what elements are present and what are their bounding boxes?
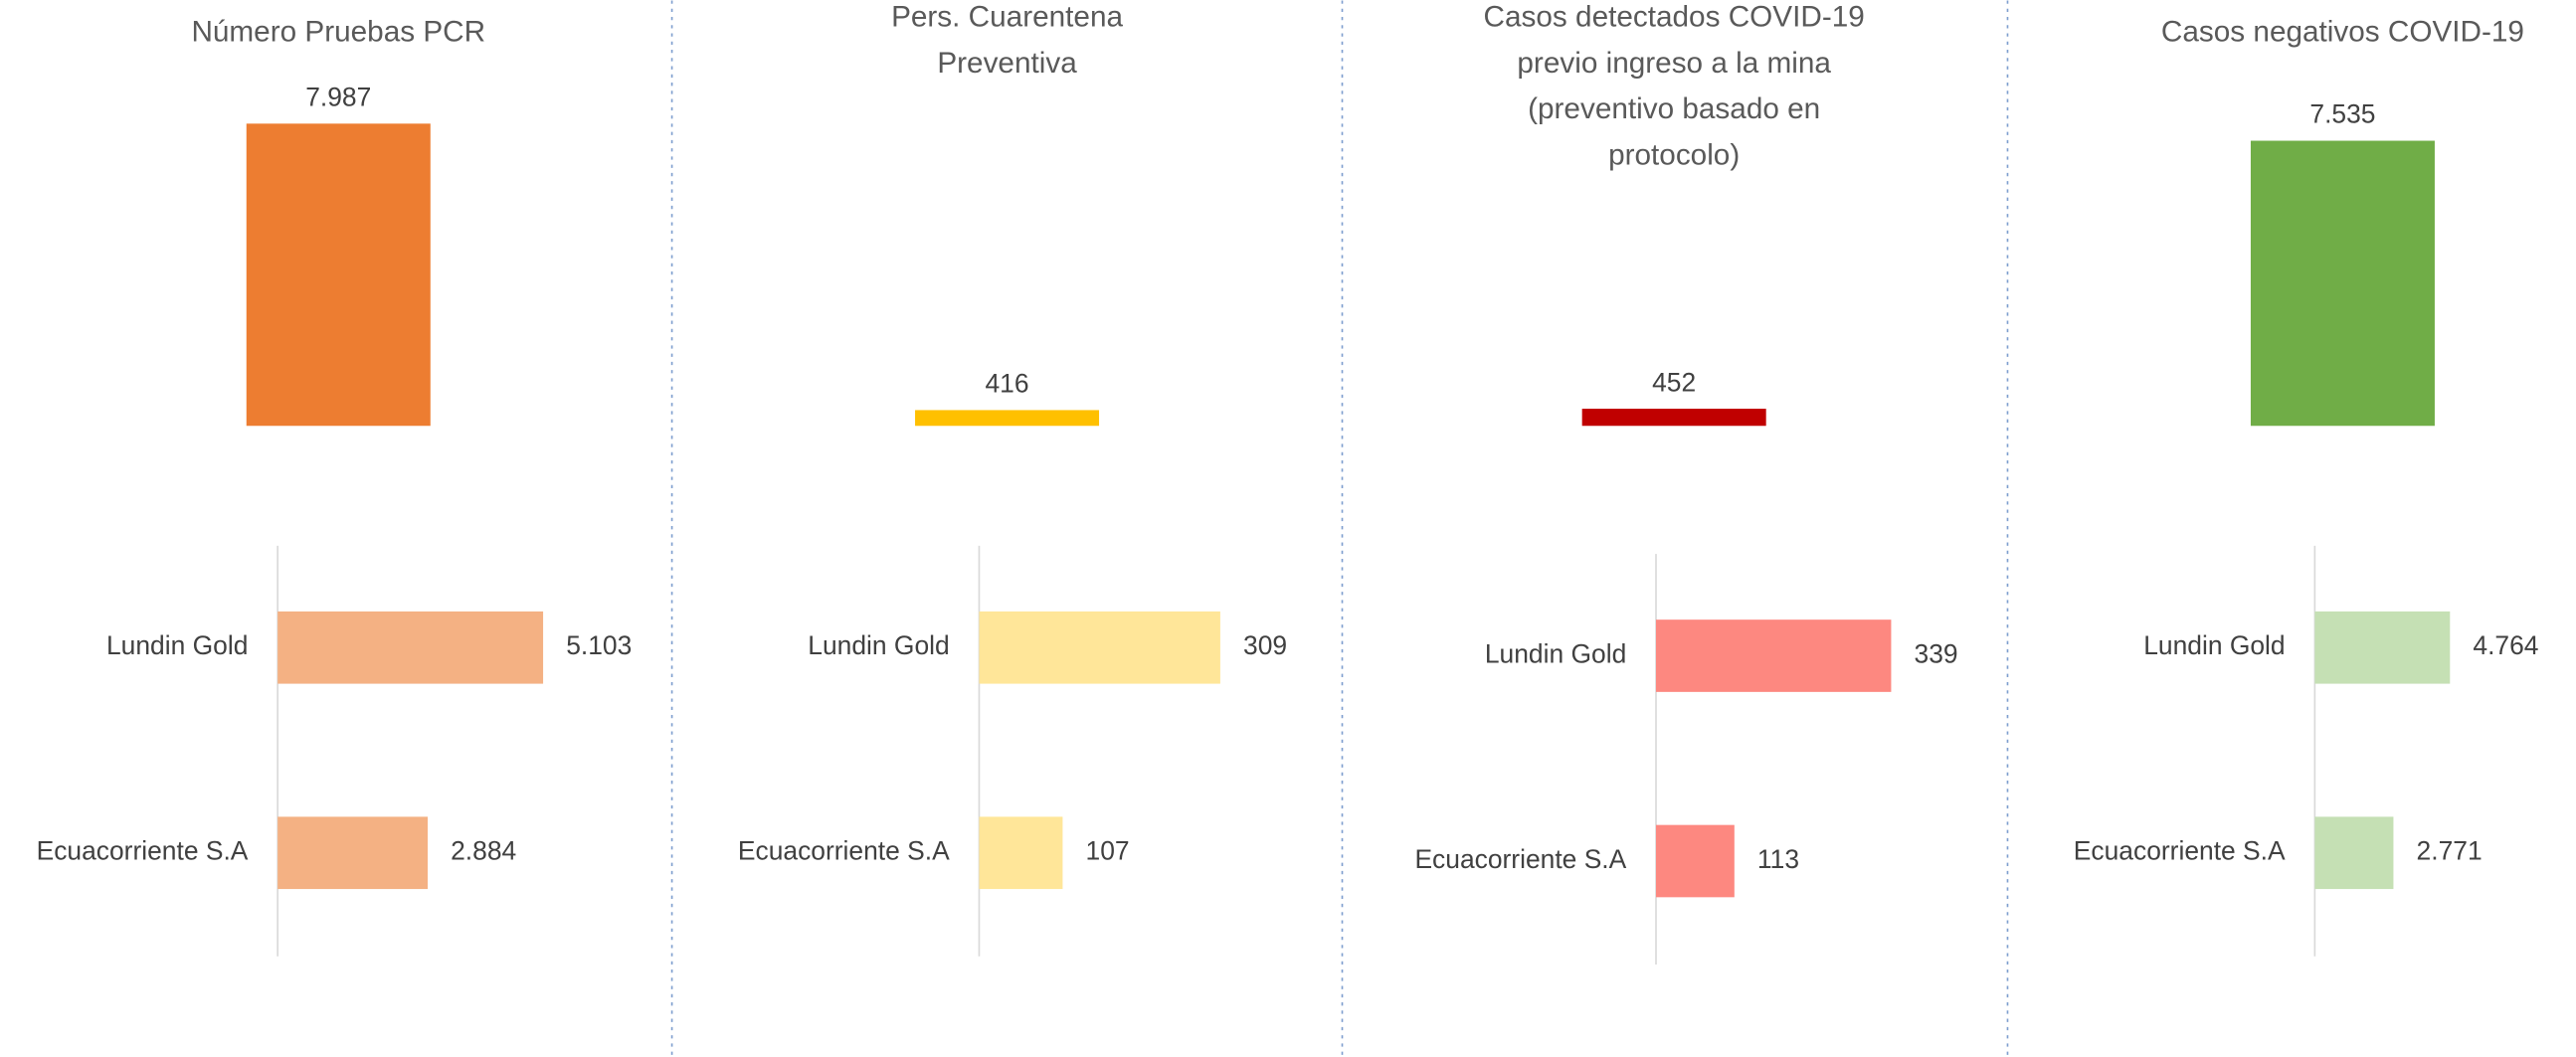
category-label: Ecuacorriente S.A (738, 836, 950, 866)
total-bar (1581, 409, 1766, 427)
bar (1656, 619, 1892, 692)
total-label: 7.535 (2309, 99, 2375, 129)
bar (2314, 611, 2451, 684)
total-label: 416 (986, 369, 1029, 399)
chart-title: Casos negativos COVID-19 (2161, 15, 2524, 48)
value-label: 2.771 (2417, 836, 2483, 866)
category-label: Lundin Gold (1485, 638, 1626, 668)
category-label: Lundin Gold (2143, 630, 2285, 660)
category-label: Lundin Gold (106, 630, 248, 660)
value-label: 339 (1915, 638, 1958, 668)
total-bar (2250, 140, 2435, 427)
chart-title: Número Pruebas PCR (191, 15, 485, 48)
bar (277, 611, 544, 684)
category-label: Lundin Gold (808, 630, 949, 660)
value-label: 107 (1086, 836, 1130, 866)
value-label: 2.884 (451, 836, 516, 866)
value-label: 309 (1243, 630, 1287, 660)
bar (277, 816, 429, 890)
category-label: Ecuacorriente S.A (2074, 836, 2286, 866)
chart-title: Casos detectados COVID-19 previo ingreso … (1484, 0, 1865, 171)
category-label: Ecuacorriente S.A (37, 836, 249, 866)
total-bar (246, 123, 431, 427)
total-label: 7.987 (305, 83, 371, 112)
value-label: 5.103 (566, 630, 632, 660)
value-label: 113 (1757, 844, 1799, 874)
chart-title: Pers. Cuarentena Preventiva (891, 0, 1123, 79)
category-label: Ecuacorriente S.A (1414, 844, 1626, 874)
bar (979, 816, 1063, 890)
value-label: 4.764 (2473, 630, 2538, 660)
bar (1656, 824, 1735, 898)
bar (979, 611, 1220, 684)
total-bar (915, 410, 1100, 427)
bar (2314, 816, 2394, 890)
total-label: 452 (1652, 367, 1696, 397)
